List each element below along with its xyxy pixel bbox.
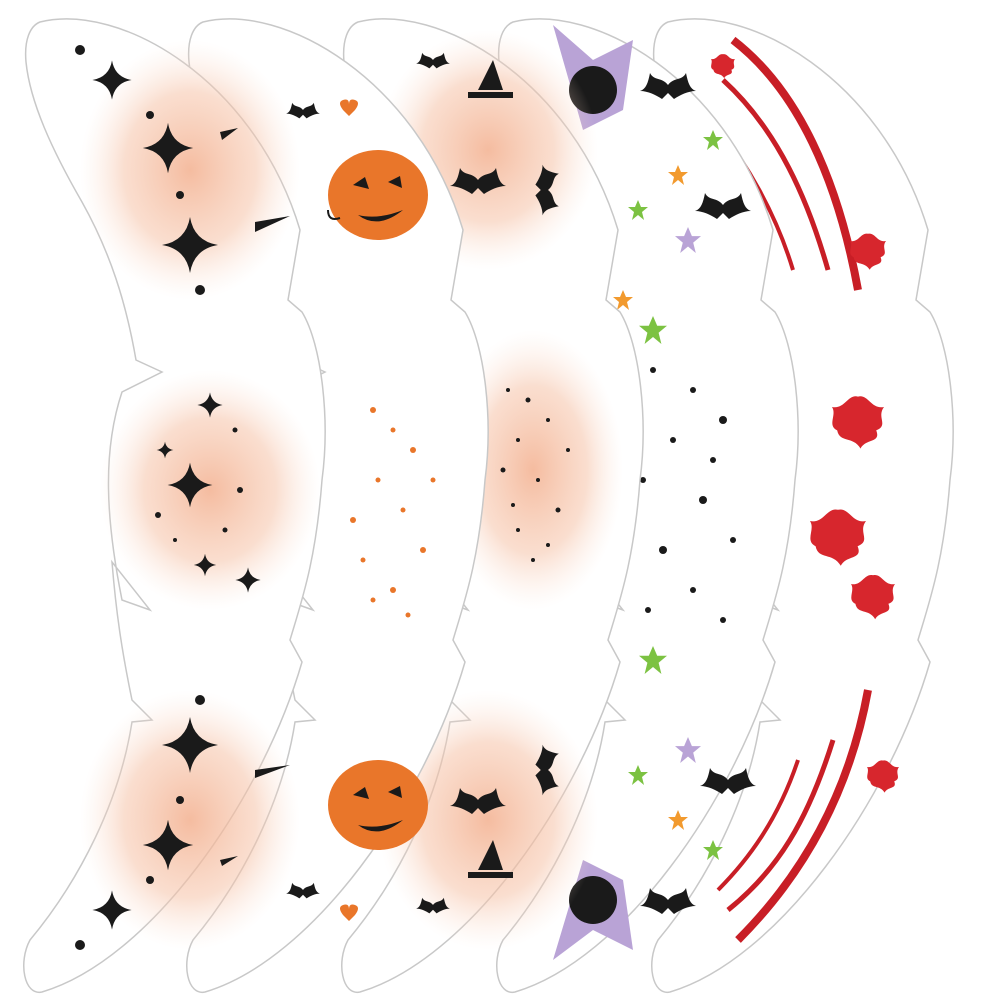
stencil-pumpkins [186, 18, 489, 994]
stencil-sparkles [23, 18, 326, 994]
